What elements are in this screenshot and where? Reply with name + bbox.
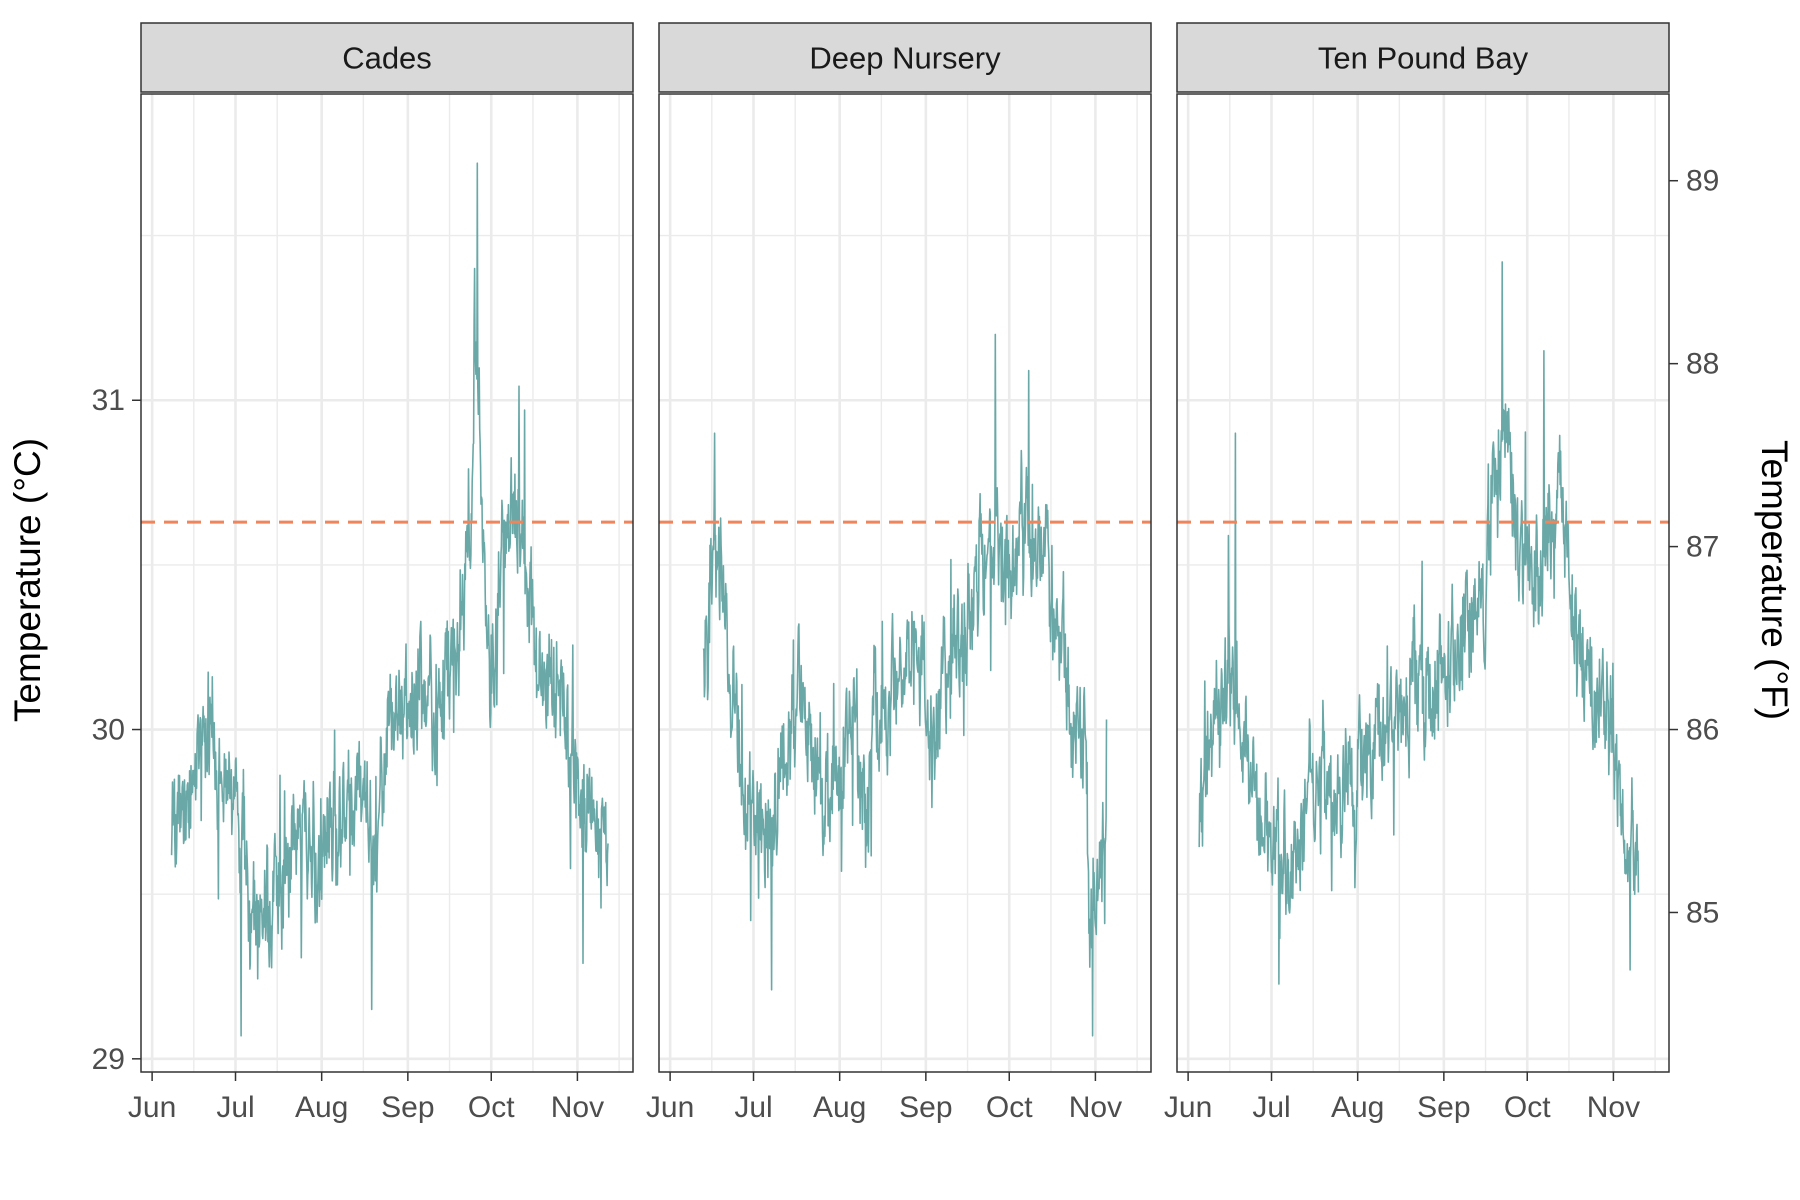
y2-tick-label: 89 [1686, 165, 1719, 198]
facet-panel: Cades Jun Jul Aug Sep Oct Nov [128, 22, 634, 1124]
x-tick-label: Jul [216, 1091, 254, 1124]
facet-strip-label: Deep Nursery [809, 41, 1001, 76]
x-tick-label: Aug [1331, 1091, 1384, 1124]
x-tick-label: Sep [381, 1091, 434, 1124]
x-tick-label: Jun [1164, 1091, 1212, 1124]
panels: Cades Jun Jul Aug Sep Oct Nov Deep Nursery Jun Ju… [128, 22, 1670, 1124]
x-tick-label: Oct [1504, 1091, 1551, 1124]
x-tick-label: Aug [295, 1091, 348, 1124]
y-axis-fahrenheit: 85 86 87 88 89 [1669, 165, 1719, 929]
temperature-series-line [170, 162, 609, 1037]
x-tick-label: Sep [1417, 1091, 1470, 1124]
x-tick-label: Oct [986, 1091, 1033, 1124]
facet-panel: Deep Nursery Jun Jul Aug Sep Oct Nov [646, 22, 1152, 1124]
y-axis-celsius: 29 30 31 [92, 384, 141, 1076]
x-tick-label: Nov [1587, 1091, 1640, 1124]
facet-strip [1176, 22, 1670, 93]
panel-border [658, 93, 1152, 1073]
y-tick-label: 30 [92, 714, 125, 747]
plot-area [1177, 94, 1669, 1072]
x-tick-label: Jul [734, 1091, 772, 1124]
x-tick-label: Jun [646, 1091, 694, 1124]
x-tick-label: Jun [128, 1091, 176, 1124]
y2-tick-label: 87 [1686, 531, 1719, 564]
y-tick-label: 31 [92, 384, 125, 417]
x-tick-label: Aug [813, 1091, 866, 1124]
x-tick-label: Nov [1069, 1091, 1122, 1124]
y-axis-title-left: Temperature (°C) [7, 438, 48, 722]
panel-border [1176, 93, 1670, 1073]
y2-tick-label: 85 [1686, 896, 1719, 929]
facet-panel: Ten Pound Bay Jun Jul Aug Sep Oct Nov [1164, 22, 1670, 1124]
facet-strip-label: Ten Pound Bay [1318, 41, 1529, 76]
x-tick-label: Oct [468, 1091, 515, 1124]
facet-strip [658, 22, 1152, 93]
facet-strip [140, 22, 634, 93]
y-axis-title-right: Temperature (°F) [1754, 440, 1795, 720]
plot-area [141, 94, 633, 1072]
panel-border [140, 93, 634, 1073]
temperature-series-line [702, 333, 1108, 1037]
facet-strip-label: Cades [342, 41, 432, 76]
plot-area [659, 94, 1151, 1072]
x-tick-label: Sep [899, 1091, 952, 1124]
temperature-series-line [1198, 261, 1640, 985]
y-tick-label: 29 [92, 1043, 125, 1076]
y2-tick-label: 88 [1686, 348, 1719, 381]
x-tick-label: Nov [551, 1091, 604, 1124]
y2-tick-label: 86 [1686, 714, 1719, 747]
x-tick-label: Jul [1252, 1091, 1290, 1124]
